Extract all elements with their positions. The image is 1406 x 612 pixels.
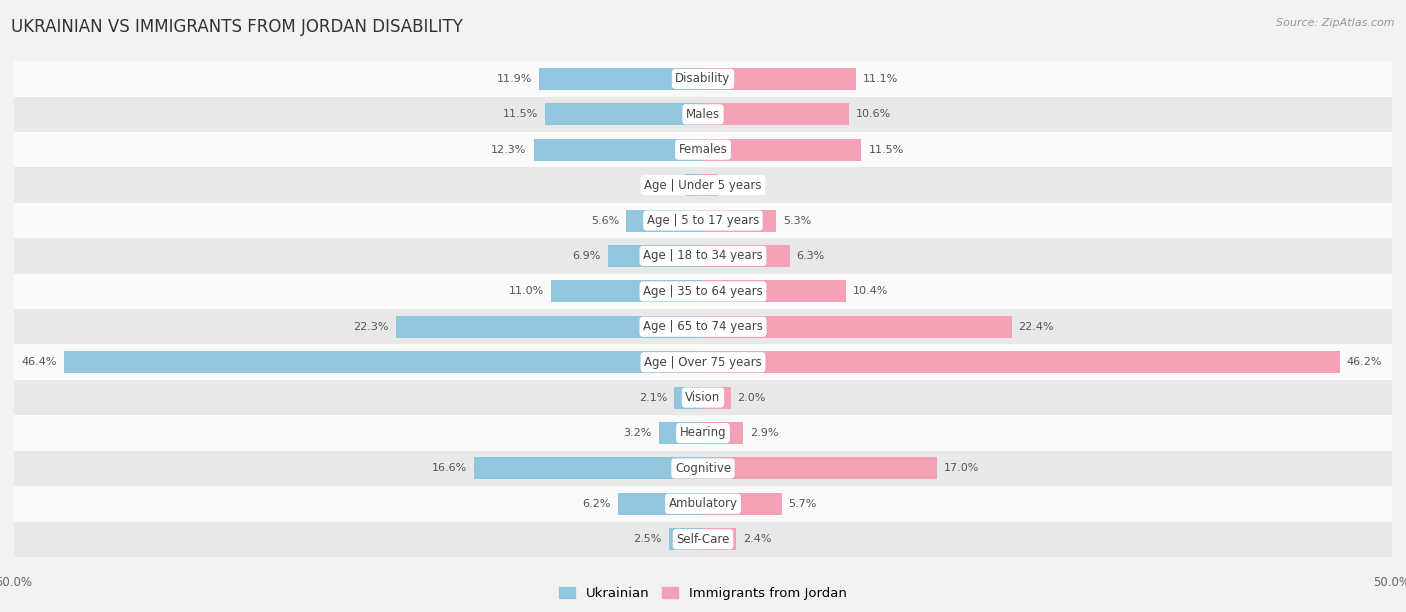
- Text: Self-Care: Self-Care: [676, 532, 730, 546]
- Text: 5.3%: 5.3%: [783, 215, 811, 226]
- Bar: [673, 387, 703, 409]
- Text: 5.7%: 5.7%: [789, 499, 817, 509]
- Bar: [703, 351, 1340, 373]
- Text: 22.3%: 22.3%: [353, 322, 389, 332]
- Text: Age | 65 to 74 years: Age | 65 to 74 years: [643, 320, 763, 334]
- Bar: [14, 168, 1392, 203]
- Text: 3.2%: 3.2%: [624, 428, 652, 438]
- Bar: [14, 521, 1392, 557]
- Text: 10.4%: 10.4%: [853, 286, 889, 296]
- Text: Hearing: Hearing: [679, 427, 727, 439]
- Text: Source: ZipAtlas.com: Source: ZipAtlas.com: [1277, 18, 1395, 28]
- Bar: [703, 103, 849, 125]
- Bar: [533, 139, 703, 161]
- Text: 16.6%: 16.6%: [432, 463, 467, 474]
- Text: Females: Females: [679, 143, 727, 156]
- Text: 2.5%: 2.5%: [633, 534, 662, 544]
- Text: Age | 35 to 64 years: Age | 35 to 64 years: [643, 285, 763, 298]
- Bar: [703, 387, 731, 409]
- Bar: [626, 209, 703, 231]
- Bar: [703, 280, 846, 302]
- Text: 11.1%: 11.1%: [863, 74, 898, 84]
- Text: 11.5%: 11.5%: [502, 110, 537, 119]
- Bar: [703, 209, 776, 231]
- Text: 2.4%: 2.4%: [742, 534, 772, 544]
- Bar: [703, 422, 742, 444]
- Bar: [14, 274, 1392, 309]
- Text: Vision: Vision: [685, 391, 721, 404]
- Bar: [703, 528, 737, 550]
- Bar: [607, 245, 703, 267]
- Text: 12.3%: 12.3%: [491, 144, 527, 155]
- Bar: [14, 345, 1392, 380]
- Text: 2.0%: 2.0%: [738, 392, 766, 403]
- Text: 2.9%: 2.9%: [749, 428, 779, 438]
- Bar: [14, 309, 1392, 345]
- Text: Cognitive: Cognitive: [675, 462, 731, 475]
- Bar: [703, 245, 790, 267]
- Bar: [14, 416, 1392, 450]
- Text: Age | 5 to 17 years: Age | 5 to 17 years: [647, 214, 759, 227]
- Text: Ambulatory: Ambulatory: [668, 498, 738, 510]
- Text: 46.2%: 46.2%: [1347, 357, 1382, 367]
- Text: 1.1%: 1.1%: [725, 180, 754, 190]
- Bar: [703, 174, 718, 196]
- Bar: [395, 316, 703, 338]
- Bar: [551, 280, 703, 302]
- Text: UKRAINIAN VS IMMIGRANTS FROM JORDAN DISABILITY: UKRAINIAN VS IMMIGRANTS FROM JORDAN DISA…: [11, 18, 463, 36]
- Bar: [14, 238, 1392, 274]
- Text: 46.4%: 46.4%: [21, 357, 56, 367]
- Bar: [703, 316, 1012, 338]
- Bar: [703, 139, 862, 161]
- Text: 50.0%: 50.0%: [0, 577, 32, 589]
- Text: 2.1%: 2.1%: [638, 392, 668, 403]
- Bar: [703, 493, 782, 515]
- Bar: [14, 97, 1392, 132]
- Text: Age | Over 75 years: Age | Over 75 years: [644, 356, 762, 368]
- Bar: [544, 103, 703, 125]
- Bar: [14, 203, 1392, 238]
- Bar: [685, 174, 703, 196]
- Text: 17.0%: 17.0%: [945, 463, 980, 474]
- Bar: [14, 486, 1392, 521]
- Text: 50.0%: 50.0%: [1374, 577, 1406, 589]
- Text: 10.6%: 10.6%: [856, 110, 891, 119]
- Text: 5.6%: 5.6%: [591, 215, 619, 226]
- Text: 6.9%: 6.9%: [572, 251, 600, 261]
- Text: 22.4%: 22.4%: [1018, 322, 1054, 332]
- Bar: [14, 132, 1392, 168]
- Bar: [617, 493, 703, 515]
- Text: Age | 18 to 34 years: Age | 18 to 34 years: [643, 250, 763, 263]
- Text: Males: Males: [686, 108, 720, 121]
- Bar: [669, 528, 703, 550]
- Bar: [14, 61, 1392, 97]
- Legend: Ukrainian, Immigrants from Jordan: Ukrainian, Immigrants from Jordan: [560, 587, 846, 600]
- Text: 11.5%: 11.5%: [869, 144, 904, 155]
- Bar: [14, 450, 1392, 486]
- Text: 6.3%: 6.3%: [797, 251, 825, 261]
- Text: 11.9%: 11.9%: [496, 74, 531, 84]
- Bar: [538, 68, 703, 90]
- Bar: [659, 422, 703, 444]
- Text: 1.3%: 1.3%: [650, 180, 678, 190]
- Bar: [63, 351, 703, 373]
- Text: Disability: Disability: [675, 72, 731, 86]
- Bar: [474, 457, 703, 479]
- Text: 6.2%: 6.2%: [582, 499, 610, 509]
- Bar: [14, 380, 1392, 416]
- Text: 11.0%: 11.0%: [509, 286, 544, 296]
- Bar: [703, 457, 938, 479]
- Text: Age | Under 5 years: Age | Under 5 years: [644, 179, 762, 192]
- Bar: [703, 68, 856, 90]
